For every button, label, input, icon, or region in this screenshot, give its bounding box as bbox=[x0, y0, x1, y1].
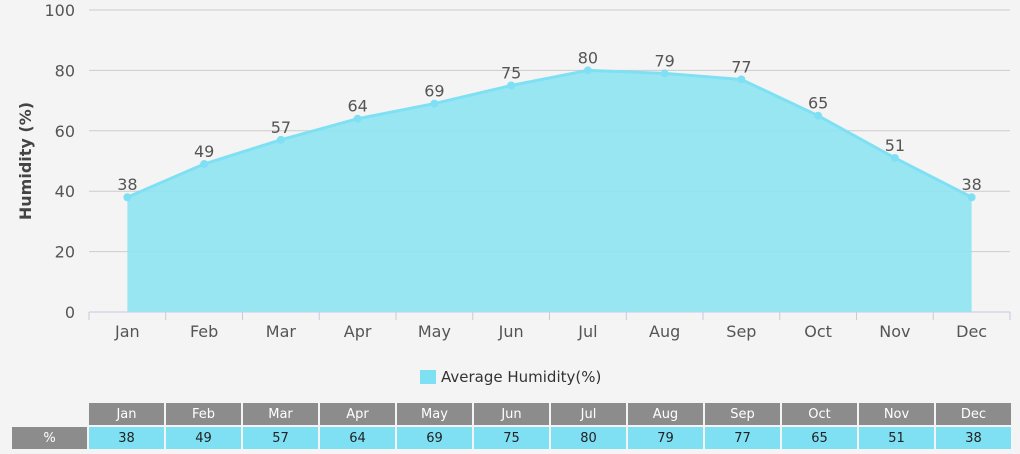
x-tick-label: Jun bbox=[498, 322, 524, 341]
legend[interactable]: Average Humidity(%) bbox=[420, 368, 601, 386]
x-tick-label: Nov bbox=[879, 322, 910, 341]
data-label: 38 bbox=[117, 175, 137, 194]
table-cell: 57 bbox=[243, 427, 318, 449]
table-header-cell: Jul bbox=[551, 403, 626, 425]
x-tick-label: Dec bbox=[956, 322, 987, 341]
table-cell: 38 bbox=[89, 427, 164, 449]
data-label: 65 bbox=[808, 94, 828, 113]
table-header-cell: Jun bbox=[474, 403, 549, 425]
table-header-cell: Sep bbox=[705, 403, 780, 425]
x-tick-label: May bbox=[418, 322, 451, 341]
table-header-cell: Feb bbox=[166, 403, 241, 425]
data-point bbox=[660, 69, 669, 78]
data-label: 80 bbox=[578, 48, 598, 67]
table-header-cell: Mar bbox=[243, 403, 318, 425]
data-point bbox=[814, 111, 823, 120]
table-header-cell: Apr bbox=[320, 403, 395, 425]
legend-swatch bbox=[420, 370, 436, 384]
data-label: 79 bbox=[654, 51, 674, 70]
y-tick-label: 60 bbox=[55, 122, 75, 141]
table-header-cell: Jan bbox=[89, 403, 164, 425]
data-point bbox=[967, 193, 976, 202]
data-point bbox=[737, 75, 746, 84]
x-tick-label: Feb bbox=[190, 322, 218, 341]
data-point bbox=[430, 99, 439, 108]
x-tick-label: Aug bbox=[649, 322, 680, 341]
table-row-header: % bbox=[12, 427, 87, 449]
data-point bbox=[507, 81, 516, 90]
data-point bbox=[276, 135, 285, 144]
data-point bbox=[890, 153, 899, 162]
x-tick-label: Apr bbox=[344, 322, 372, 341]
table-header-cell: May bbox=[397, 403, 472, 425]
table-cell: 49 bbox=[166, 427, 241, 449]
data-point bbox=[200, 160, 209, 169]
data-label: 75 bbox=[501, 64, 521, 83]
y-tick-label: 100 bbox=[44, 1, 75, 20]
table-corner bbox=[12, 403, 87, 425]
x-tick-label: Sep bbox=[726, 322, 756, 341]
y-tick-label: 0 bbox=[65, 303, 75, 322]
data-label: 64 bbox=[347, 97, 367, 116]
data-point bbox=[123, 193, 132, 202]
table-header-cell: Dec bbox=[936, 403, 1011, 425]
table-cell: 64 bbox=[320, 427, 395, 449]
y-tick-label: 20 bbox=[55, 243, 75, 262]
table-cell: 65 bbox=[782, 427, 857, 449]
y-tick-label: 80 bbox=[55, 61, 75, 80]
table-header-cell: Oct bbox=[782, 403, 857, 425]
x-tick-label: Jul bbox=[577, 322, 597, 341]
table-cell: 77 bbox=[705, 427, 780, 449]
table-cell: 69 bbox=[397, 427, 472, 449]
data-label: 38 bbox=[961, 175, 981, 194]
y-axis-label: Humidity (%) bbox=[16, 102, 35, 220]
data-label: 51 bbox=[885, 136, 905, 155]
data-table: Jan Feb Mar Apr May Jun Jul Aug Sep Oct … bbox=[10, 401, 1013, 451]
table-header-cell: Aug bbox=[628, 403, 703, 425]
data-point bbox=[353, 114, 362, 123]
table-header-row: Jan Feb Mar Apr May Jun Jul Aug Sep Oct … bbox=[12, 403, 1011, 425]
data-label: 77 bbox=[731, 57, 751, 76]
data-label: 49 bbox=[194, 142, 214, 161]
table-cell: 38 bbox=[936, 427, 1011, 449]
series-line bbox=[126, 68, 973, 199]
data-label: 69 bbox=[424, 82, 444, 101]
data-label: 57 bbox=[271, 118, 291, 137]
legend-label: Average Humidity(%) bbox=[441, 368, 602, 386]
table-cell: 51 bbox=[859, 427, 934, 449]
table-cell: 75 bbox=[474, 427, 549, 449]
table-header-cell: Nov bbox=[859, 403, 934, 425]
table-row: % 38 49 57 64 69 75 80 79 77 65 51 38 bbox=[12, 427, 1011, 449]
x-tick-label: Jan bbox=[114, 322, 140, 341]
table-cell: 80 bbox=[551, 427, 626, 449]
table-cell: 79 bbox=[628, 427, 703, 449]
x-tick-label: Oct bbox=[804, 322, 832, 341]
data-point bbox=[583, 66, 592, 75]
y-tick-label: 40 bbox=[55, 182, 75, 201]
area-fill bbox=[127, 70, 972, 313]
x-tick-label: Mar bbox=[266, 322, 297, 341]
